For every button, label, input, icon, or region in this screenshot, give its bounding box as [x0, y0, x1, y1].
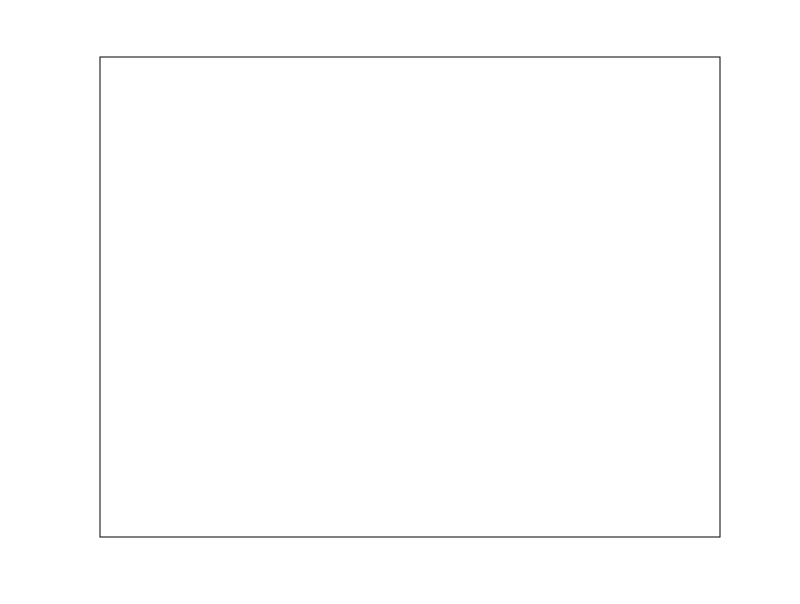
plot-frame — [99, 56, 721, 538]
